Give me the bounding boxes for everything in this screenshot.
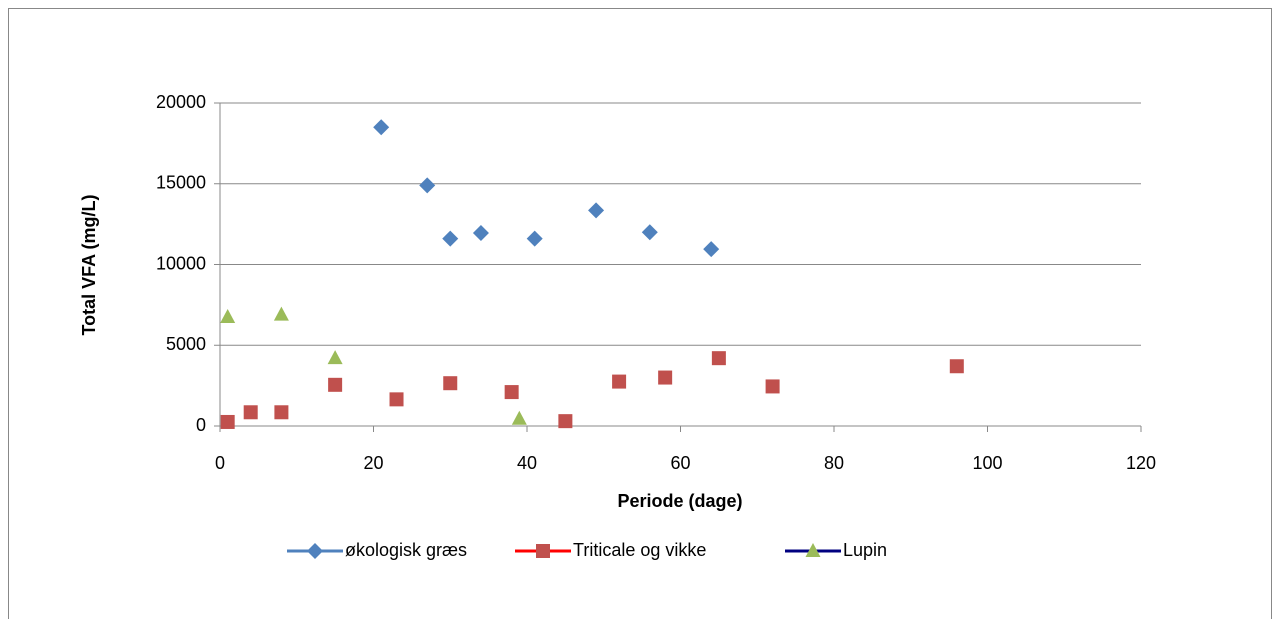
x-tick-label: 80 [824, 453, 844, 473]
data-point [373, 119, 390, 136]
data-point [526, 230, 543, 247]
legend-label: Triticale og vikke [573, 540, 706, 560]
data-point [328, 377, 343, 392]
y-tick-label: 20000 [156, 92, 206, 112]
y-tick-label: 15000 [156, 173, 206, 193]
data-point [472, 225, 489, 242]
chart-border [8, 8, 1272, 619]
legend-marker [536, 544, 550, 558]
data-point [273, 306, 289, 321]
y-axis-title: Total VFA (mg/L) [79, 195, 99, 336]
data-point [511, 410, 527, 425]
data-point [658, 370, 673, 385]
x-tick-label: 20 [363, 453, 383, 473]
data-point [504, 385, 519, 400]
x-tick-label: 0 [215, 453, 225, 473]
data-point [327, 350, 343, 365]
legend-marker [805, 543, 821, 557]
x-tick-label: 60 [670, 453, 690, 473]
data-point [703, 241, 720, 258]
data-point [389, 392, 404, 407]
y-tick-label: 0 [196, 415, 206, 435]
data-point [612, 374, 627, 389]
legend-marker [307, 543, 323, 559]
data-point [558, 414, 573, 429]
data-point [588, 202, 605, 219]
x-tick-label: 120 [1126, 453, 1156, 473]
data-point [765, 379, 780, 394]
data-point [443, 376, 458, 391]
data-point [220, 308, 236, 323]
data-point [442, 230, 459, 247]
x-tick-label: 100 [972, 453, 1002, 473]
data-point [711, 351, 726, 366]
data-point [419, 177, 436, 194]
x-tick-label: 40 [517, 453, 537, 473]
legend-label: økologisk græs [345, 540, 467, 560]
data-point [243, 405, 258, 420]
x-axis-title: Periode (dage) [617, 491, 742, 511]
data-point [274, 405, 289, 420]
data-point [949, 359, 964, 374]
data-point [641, 224, 658, 241]
data-point [220, 414, 235, 429]
y-tick-label: 10000 [156, 253, 206, 273]
y-tick-label: 5000 [166, 334, 206, 354]
legend-label: Lupin [843, 540, 887, 560]
